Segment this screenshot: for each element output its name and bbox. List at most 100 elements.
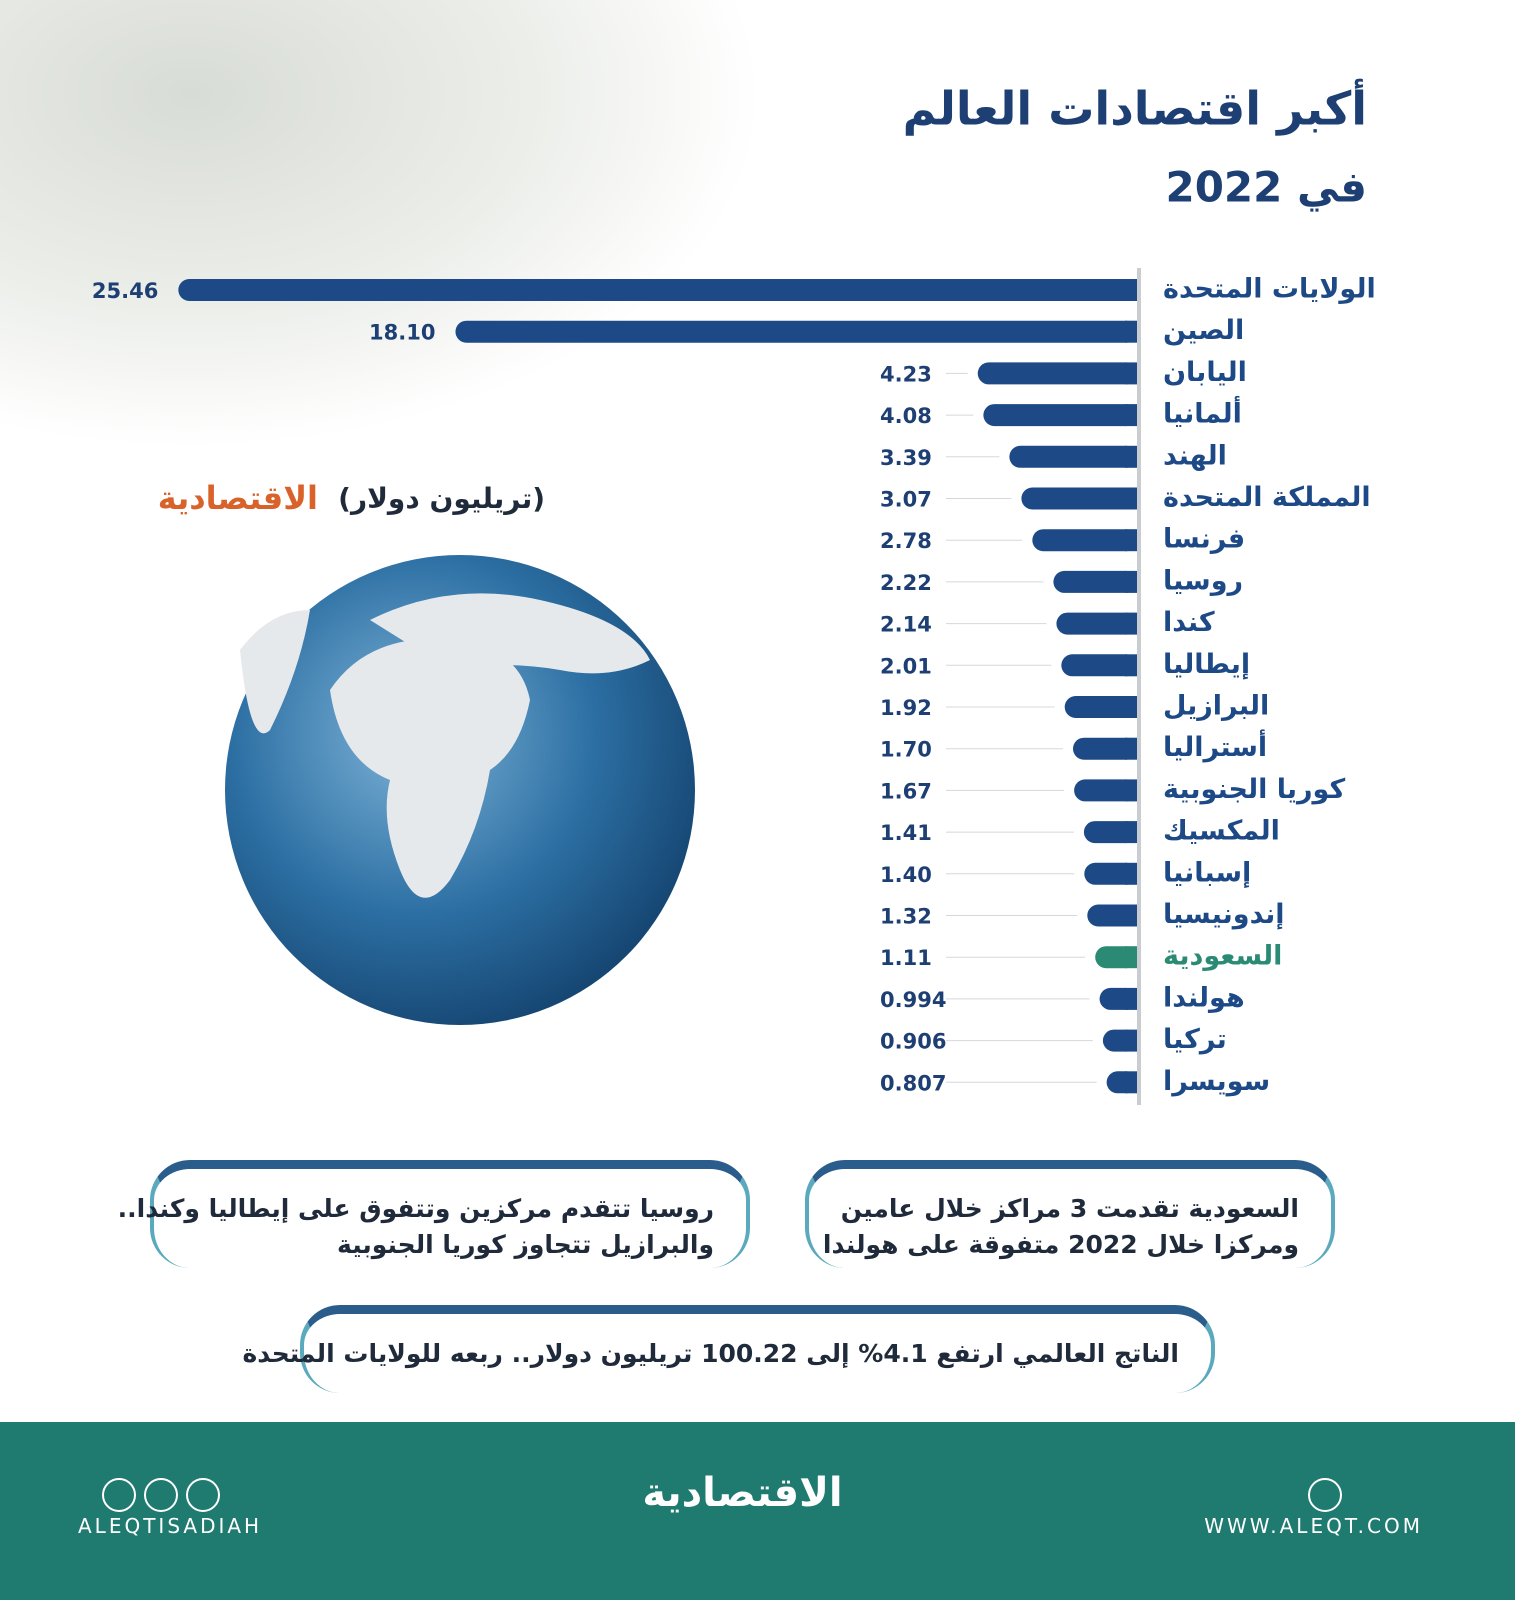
bar [1083,821,1137,844]
category-label: إيطاليا [1163,649,1250,680]
bar-end [1125,821,1137,844]
value-label: 2.01 [880,654,932,678]
bar [1084,862,1137,885]
bar-end [1125,779,1137,802]
category-label: تركيا [1163,1024,1227,1055]
category-label: الولايات المتحدة [1163,274,1376,305]
bar [178,279,1138,301]
value-label: 1.41 [880,821,932,845]
callout: الناتج العالمي ارتفع 4.1% إلى 100.22 تري… [242,1305,1215,1393]
bar [1072,737,1137,760]
callout: السعودية تقدمت 3 مراكز خلال عامين ومركزا … [805,1160,1335,1268]
footer-logo: الاقتصادية [642,1470,843,1516]
callout-line: روسيا تتقدم مركزين وتتفوق على إيطاليا وك… [117,1194,714,1223]
value-label: 2.22 [880,571,932,595]
web-icon[interactable] [1308,1478,1342,1512]
bar-end [1125,654,1137,677]
facebook-icon[interactable] [144,1478,178,1512]
category-label: المملكة المتحدة [1163,482,1371,513]
bar [1061,654,1137,677]
category-label: المكسيك [1163,816,1280,847]
callout-line: والبرازيل تتجاوز كوريا الجنوبية [337,1230,714,1259]
bar-end [1125,987,1137,1010]
value-label: 2.14 [880,613,932,637]
value-label: 25.46 [92,279,158,303]
category-label: الصين [1163,315,1244,346]
bar [983,404,1137,427]
footer-website: WWW.ALEQT.COM [1204,1514,1423,1538]
category-label: البرازيل [1163,691,1269,722]
value-label: 2.78 [880,529,932,553]
brand: الاقتصادية [158,479,318,517]
callout: روسيا تتقدم مركزين وتتفوق على إيطاليا وك… [117,1160,750,1268]
category-label: السعودية [1163,941,1282,972]
category-label: روسيا [1163,565,1243,596]
bar [1032,529,1137,552]
value-label: 0.807 [880,1071,946,1095]
bar-end [1125,320,1137,343]
bar-end [1125,904,1137,927]
bar-end [1125,737,1137,760]
bar-end [1125,570,1137,593]
value-label: 4.08 [880,404,932,428]
value-label: 0.994 [880,988,946,1012]
category-label: إسبانيا [1163,857,1251,888]
category-label: كندا [1163,607,1215,638]
category-label: اليابان [1163,357,1247,388]
continent [240,610,310,734]
value-label: 1.32 [880,905,932,929]
continent [370,593,650,674]
chart-title: أكبر اقتصادات العالم [903,79,1367,136]
bar [1056,612,1137,635]
bar-end [1125,362,1137,385]
bar [1021,487,1137,510]
continent [330,638,530,898]
category-label: أستراليا [1163,729,1267,763]
callout-line: السعودية تقدمت 3 مراكز خلال عامين [840,1194,1299,1223]
category-label: سويسرا [1163,1066,1270,1097]
value-label: 3.07 [880,488,932,512]
bar-end [1125,696,1137,718]
bar [1074,779,1137,802]
bar-end [1125,279,1137,301]
category-label: كوريا الجنوبية [1163,774,1345,805]
twitter-icon[interactable] [186,1478,220,1512]
instagram-icon[interactable] [102,1478,136,1512]
bar [1053,570,1137,593]
bar [1009,445,1137,468]
bar [977,362,1137,385]
value-label: 3.39 [880,446,932,470]
category-label: إندونيسيا [1163,899,1285,930]
chart: أكبر اقتصادات العالم في 2022 (تريليون دو… [0,0,1376,1105]
bar [1087,904,1137,927]
bar-end [1125,487,1137,510]
value-label: 0.906 [880,1030,946,1054]
callout-line: ومركزا خلال 2022 متفوقة على هولندا [822,1230,1299,1259]
category-label: فرنسا [1163,524,1245,555]
bar-end [1125,612,1137,635]
bar [1064,696,1137,718]
bar-end [1125,1071,1137,1094]
category-label: ألمانيا [1163,396,1242,430]
value-label: 4.23 [880,362,932,386]
unit-label: (تريليون دولار) [338,482,545,515]
chart-subtitle: في 2022 [1165,163,1367,213]
bar-end [1125,445,1137,468]
callout-line: الناتج العالمي ارتفع 4.1% إلى 100.22 تري… [242,1339,1180,1368]
footer-handle: ALEQTISADIAH [78,1514,263,1538]
category-label: هولندا [1163,982,1245,1013]
value-label: 1.92 [880,696,932,720]
bar-end [1125,529,1137,552]
footer: ALEQTISADIAH WWW.ALEQT.COM الاقتصادية [0,1422,1515,1600]
bar-end [1125,404,1137,427]
value-label: 1.67 [880,779,932,803]
value-label: 1.70 [880,738,932,762]
bar-end [1125,862,1137,885]
bar [455,320,1137,343]
value-label: 1.11 [880,946,932,970]
category-label: الهند [1163,440,1227,471]
background-money [0,0,760,470]
value-label: 18.10 [369,321,435,345]
value-label: 1.40 [880,863,932,887]
